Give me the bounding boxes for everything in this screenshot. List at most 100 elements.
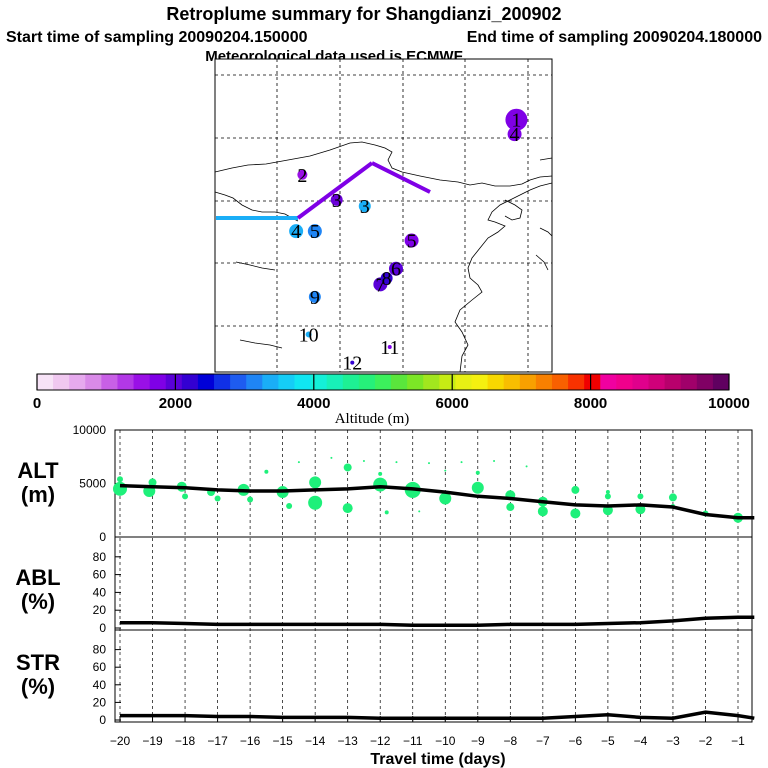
str-chart: 80 60 40 20 0: [93, 643, 755, 727]
alt-data-point: [602, 505, 613, 516]
y-tick-label: 20: [93, 695, 107, 709]
x-tick-label: −6: [569, 734, 583, 748]
colorbar-swatch: [101, 374, 118, 390]
alt-data-point: [362, 460, 365, 463]
map-marker-label: 4: [510, 124, 520, 146]
map-marker-label: 2: [297, 165, 307, 187]
str-panel-unit: (%): [21, 674, 55, 699]
colorbar-swatch: [133, 374, 151, 390]
y-tick-label: 80: [93, 643, 107, 657]
x-tick-label: −1: [731, 734, 745, 748]
alt-data-point: [570, 508, 581, 519]
x-tick-label: −13: [338, 734, 359, 748]
alt-data-point: [297, 461, 300, 464]
x-tick-label: −11: [403, 734, 423, 748]
x-tick-label: −12: [370, 734, 391, 748]
y-tick-label: 0: [99, 530, 106, 544]
colorbar-swatch: [165, 374, 183, 390]
map-marker-label: 1: [511, 110, 521, 132]
colorbar-tick-label: 10000: [708, 395, 750, 412]
map-marker-dot: [330, 193, 343, 206]
map-marker-dot: [380, 272, 393, 285]
y-tick-label: 60: [93, 568, 107, 582]
x-tick-label: −2: [699, 734, 713, 748]
map-marker-dot: [404, 233, 419, 248]
colorbar-swatch: [214, 374, 231, 390]
map-marker-dot: [307, 224, 322, 239]
trajectory-lines: [216, 161, 431, 220]
colorbar-swatch: [37, 374, 54, 390]
panels-frame: [114, 429, 753, 723]
map-marker-label: 9: [310, 287, 320, 309]
colorbar-swatch: [632, 374, 650, 390]
alt-data-point: [571, 485, 580, 494]
str-panel-label: STR: [16, 650, 60, 675]
y-tick-label: 10000: [73, 423, 107, 437]
colorbar-swatch: [455, 374, 473, 390]
colorbar-swatch: [181, 374, 199, 390]
colorbar-swatch: [423, 374, 440, 390]
abl-panel-label: ABL: [15, 565, 60, 590]
alt-data-point: [471, 481, 484, 494]
colorbar-swatch: [696, 374, 714, 390]
colorbar-swatch: [487, 374, 505, 390]
map-marker-label: 11: [380, 337, 399, 359]
colorbar-swatch: [374, 374, 392, 390]
end-time-label: End time of sampling 20090204.180000: [467, 29, 762, 46]
alt-data-point: [247, 496, 254, 503]
x-tick-label: −7: [536, 734, 550, 748]
x-tick-label: −8: [503, 734, 517, 748]
x-tick-label: −10: [435, 734, 456, 748]
x-tick-label: −20: [110, 734, 131, 748]
x-tick-label: −19: [142, 734, 163, 748]
colorbar-swatch: [568, 374, 585, 390]
map-marker-dot: [308, 290, 321, 303]
start-time-label: Start time of sampling 20090204.150000: [6, 29, 308, 46]
y-tick-label: 0: [99, 621, 106, 635]
colorbar-swatch: [712, 374, 730, 390]
colorbar-swatch: [246, 374, 263, 390]
trajectory-line-north: [296, 161, 374, 220]
alt-data-point: [668, 493, 677, 502]
colorbar-swatch: [342, 374, 360, 390]
map-marker-dot: [358, 200, 371, 213]
colorbar-swatch: [326, 374, 344, 390]
map-marker-label: 5: [407, 231, 417, 253]
alt-data-point: [214, 495, 221, 502]
alt-data-point: [637, 493, 644, 500]
x-tick-label: −16: [240, 734, 261, 748]
alt-data-point: [418, 510, 421, 513]
abl-chart: 80 60 40 20 0: [93, 550, 755, 635]
y-tick-label: 0: [99, 713, 106, 727]
colorbar-swatch: [503, 374, 521, 390]
colorbar: 0 2000 4000 6000 8000 10000: [33, 373, 750, 412]
abl-panel-unit: (%): [21, 589, 55, 614]
map-marker-label: 4: [291, 221, 301, 243]
alt-data-point: [384, 510, 389, 515]
colorbar-swatch: [358, 374, 376, 390]
map-marker-dot: [305, 331, 312, 338]
colorbar-swatch: [439, 374, 456, 390]
alt-data-point: [182, 493, 189, 500]
x-axis-title: Travel time (days): [370, 751, 505, 768]
map-marker-dot: [350, 360, 355, 365]
colorbar-swatch: [680, 374, 698, 390]
alt-data-point: [428, 462, 430, 465]
alt-data-point: [373, 477, 388, 492]
y-tick-label: 40: [93, 585, 107, 599]
colorbar-swatch: [85, 374, 102, 390]
alt-data-point: [475, 470, 480, 475]
map-marker-label: 7: [375, 274, 385, 296]
colorbar-swatch: [616, 374, 633, 390]
colorbar-tick-label: 2000: [159, 395, 192, 412]
colorbar-swatch: [551, 374, 569, 390]
colorbar-swatch: [600, 374, 617, 390]
alt-data-point: [342, 503, 353, 514]
colorbar-swatch: [294, 374, 312, 390]
map-marker-dot: [388, 261, 403, 276]
map-marker-dot: [505, 108, 528, 131]
alt-data-point: [343, 463, 352, 472]
map-marker-dot: [387, 344, 392, 349]
